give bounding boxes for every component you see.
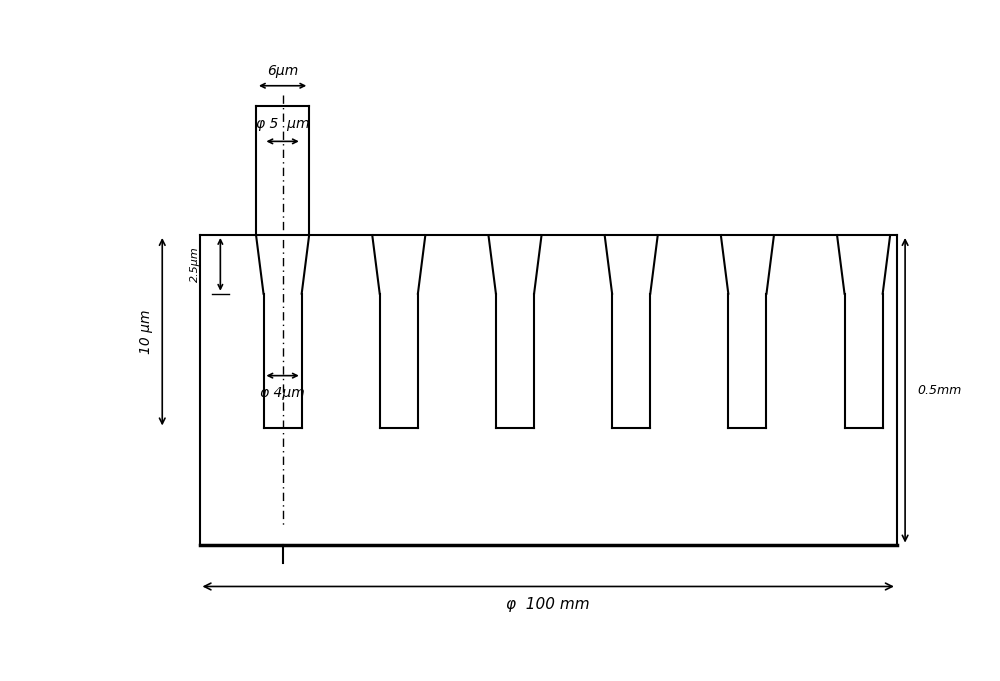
- Text: φ 4μm: φ 4μm: [260, 386, 305, 400]
- Text: 2.5μm: 2.5μm: [190, 247, 200, 282]
- Text: 10 μm: 10 μm: [139, 309, 153, 354]
- Text: 6μm: 6μm: [267, 64, 298, 78]
- Text: φ  100 mm: φ 100 mm: [506, 597, 590, 612]
- Text: φ 5  μm: φ 5 μm: [256, 117, 309, 131]
- Text: 0.5mm: 0.5mm: [918, 384, 962, 397]
